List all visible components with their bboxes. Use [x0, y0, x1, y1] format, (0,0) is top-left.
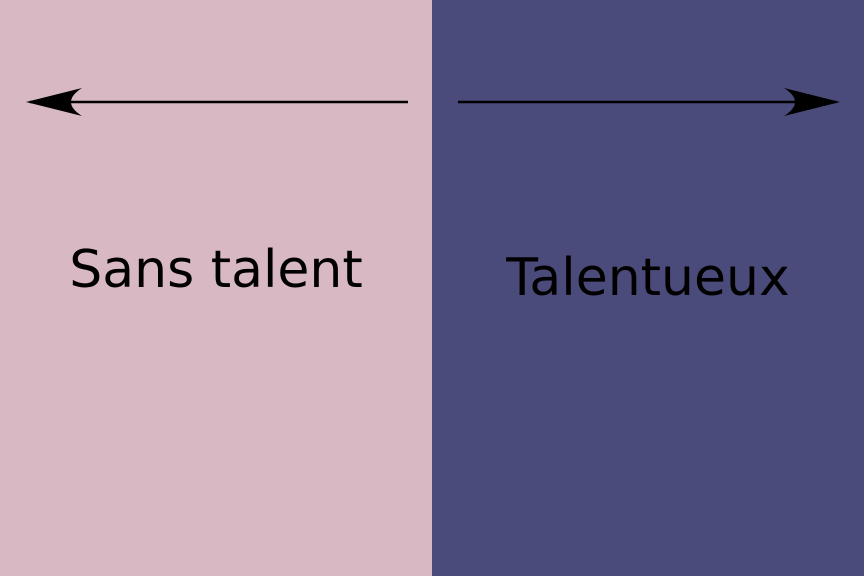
- left-arrow-icon: [26, 88, 408, 116]
- left-panel: Sans talent: [0, 0, 432, 576]
- label-sans-talent: Sans talent: [69, 240, 363, 300]
- right-panel: Talentueux: [432, 0, 864, 576]
- right-arrow-icon: [458, 88, 840, 116]
- label-talentueux: Talentueux: [506, 248, 790, 308]
- left-arrow-head: [26, 88, 82, 116]
- right-arrow-head: [784, 88, 840, 116]
